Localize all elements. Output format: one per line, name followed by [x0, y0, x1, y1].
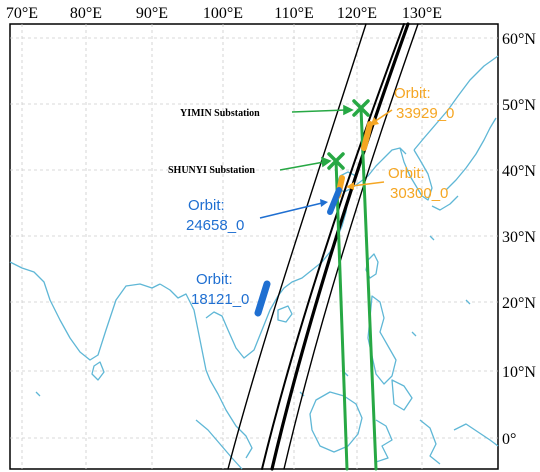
- coastline-japan-south: [431, 195, 459, 211]
- coastline-philippines: [367, 295, 397, 385]
- orbit-arrows: [259, 109, 393, 219]
- orbit-label-18121: Orbit: 18121_0: [191, 271, 249, 308]
- coastline-far-east: [413, 55, 499, 151]
- coastline-borneo: [309, 391, 363, 453]
- yimin-marker: [352, 99, 370, 117]
- lon-tick-120: 120°E: [337, 5, 377, 22]
- station-lines: [334, 106, 378, 471]
- lon-tick-110: 110°E: [274, 5, 314, 22]
- svg-text:Orbit:: Orbit:: [388, 165, 425, 182]
- lon-tick-70: 70°E: [6, 5, 38, 22]
- svg-text:33929_0: 33929_0: [396, 105, 454, 122]
- ground-track-3: [283, 23, 419, 470]
- lat-tick-30: 30°N: [502, 229, 536, 246]
- svg-text:Orbit:: Orbit:: [394, 85, 431, 102]
- lon-tick-130: 130°E: [402, 5, 442, 22]
- orbit-segments: [254, 121, 373, 317]
- coastlines: [9, 55, 499, 470]
- svg-text:Orbit:: Orbit:: [196, 271, 233, 288]
- orbit-segment-24658: [327, 187, 342, 215]
- lat-tick-40: 40°N: [502, 163, 536, 180]
- yimin-line: [359, 106, 378, 471]
- lat-tick-0: 0°: [502, 431, 516, 448]
- ground-track-2: [270, 22, 410, 471]
- coastline-japan: [445, 117, 497, 191]
- svg-text:18121_0: 18121_0: [191, 291, 249, 308]
- coastline-korea: [399, 147, 433, 201]
- ground-tracks: [227, 22, 419, 471]
- lat-tick-60: 60°N: [502, 31, 536, 48]
- map-frame: [9, 23, 499, 470]
- coastline-hainan: [277, 305, 293, 323]
- orbit-segment-33929: [361, 121, 373, 151]
- coastline-sumatra: [195, 419, 243, 470]
- lat-tick-10: 10°N: [502, 364, 536, 381]
- coastline-malay: [209, 379, 253, 459]
- lon-tick-90: 90°E: [136, 5, 168, 22]
- coastline-indochina: [205, 175, 357, 359]
- yimin-station-label: YIMIN Substation: [180, 108, 260, 119]
- orbit-label-24658: Orbit: 24658_0: [186, 197, 244, 234]
- orbit-label-33929: Orbit: 33929_0: [394, 85, 454, 122]
- coastline-taiwan: [365, 253, 379, 279]
- lon-tick-80: 80°E: [70, 5, 102, 22]
- coastline-india: [9, 261, 161, 361]
- svg-text:24658_0: 24658_0: [186, 217, 244, 234]
- coastline-moluccas: [419, 419, 441, 465]
- ground-track-4: [261, 23, 405, 470]
- ground-track-1: [227, 23, 367, 470]
- coastline-sri-lanka: [91, 361, 105, 381]
- coastline-myanmar: [159, 283, 211, 381]
- station-markers: [327, 99, 370, 170]
- shunyi-marker: [327, 152, 345, 170]
- latitude-axis: 60°N 50°N 40°N 30°N 20°N 10°N 0°: [502, 31, 536, 448]
- lat-tick-20: 20°N: [502, 295, 536, 312]
- lat-tick-50: 50°N: [502, 97, 536, 114]
- coastline-new-guinea: [453, 423, 499, 447]
- graticule: [10, 24, 498, 469]
- svg-text:30300_0: 30300_0: [390, 185, 448, 202]
- longitude-axis: 70°E 80°E 90°E 100°E 110°E 120°E 130°E: [6, 5, 442, 22]
- coastline-sulawesi: [375, 419, 393, 463]
- lon-tick-100: 100°E: [203, 5, 243, 22]
- orbit-segment-18121: [254, 280, 271, 317]
- svg-text:Orbit:: Orbit:: [188, 197, 225, 214]
- station-arrows: [279, 104, 354, 171]
- shunyi-station-label: SHUNYI Substation: [168, 165, 255, 176]
- orbit-label-30300: Orbit: 30300_0: [388, 165, 448, 202]
- shunyi-line: [334, 158, 349, 471]
- coastline-philippines-south: [391, 379, 413, 411]
